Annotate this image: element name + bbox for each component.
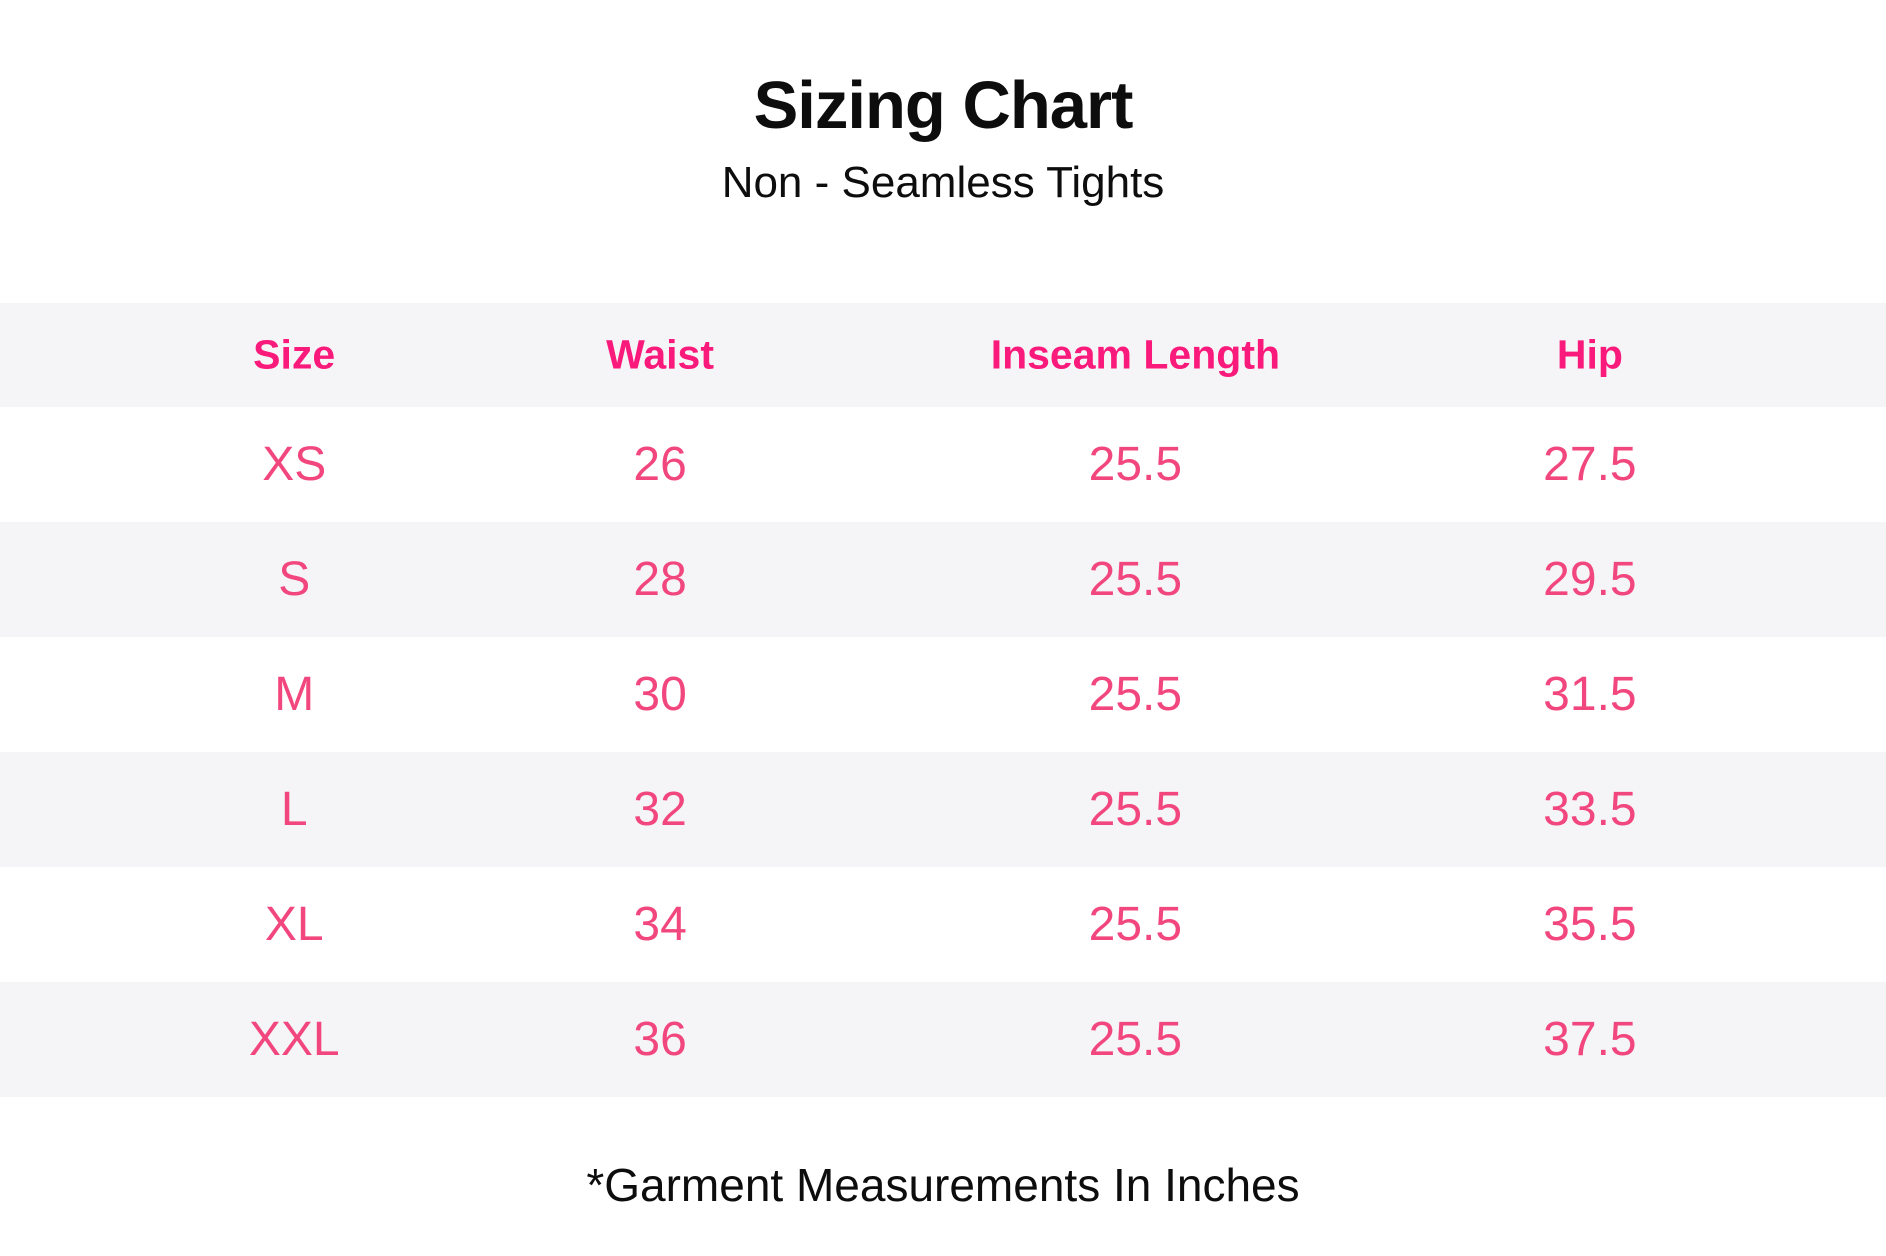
cell-waist: 30 xyxy=(633,667,687,721)
measurement-note: *Garment Measurements In Inches xyxy=(586,1159,1300,1211)
cell-hip: 37.5 xyxy=(1543,1012,1637,1066)
cell-waist: 26 xyxy=(633,437,687,491)
cell-hip: 29.5 xyxy=(1543,552,1637,606)
cell-waist: 32 xyxy=(633,782,687,836)
page-title: Sizing Chart xyxy=(753,68,1134,143)
column-header-waist: Waist xyxy=(606,331,715,378)
cell-waist: 34 xyxy=(633,897,687,951)
sizing-table: Size Waist Inseam Length Hip XS 26 25.5 … xyxy=(0,303,1886,1097)
cell-inseam: 25.5 xyxy=(1088,897,1183,951)
cell-size: XL xyxy=(264,897,324,951)
cell-hip: 27.5 xyxy=(1543,437,1637,491)
column-header-inseam: Inseam Length xyxy=(990,331,1281,378)
cell-size: L xyxy=(280,782,308,836)
cell-waist: 36 xyxy=(633,1012,687,1066)
cell-hip: 33.5 xyxy=(1543,782,1637,836)
table-row-l: L 32 25.5 33.5 xyxy=(0,752,1886,867)
cell-inseam: 25.5 xyxy=(1088,667,1183,721)
cell-size: XXL xyxy=(248,1012,340,1066)
column-header-hip: Hip xyxy=(1556,331,1623,378)
cell-inseam: 25.5 xyxy=(1088,1012,1183,1066)
cell-size: XS xyxy=(262,437,327,491)
cell-size: S xyxy=(278,552,311,606)
cell-inseam: 25.5 xyxy=(1088,782,1183,836)
table-row-xl: XL 34 25.5 35.5 xyxy=(0,867,1886,982)
table-row-xs: XS 26 25.5 27.5 xyxy=(0,407,1886,522)
cell-hip: 35.5 xyxy=(1543,897,1637,951)
table-row-s: S 28 25.5 29.5 xyxy=(0,522,1886,637)
column-header-size: Size xyxy=(253,331,336,378)
page-subtitle: Non - Seamless Tights xyxy=(721,158,1165,207)
table-header-row: Size Waist Inseam Length Hip xyxy=(0,303,1886,407)
cell-inseam: 25.5 xyxy=(1088,437,1183,491)
table-row-m: M 30 25.5 31.5 xyxy=(0,637,1886,752)
cell-waist: 28 xyxy=(633,552,687,606)
cell-size: M xyxy=(274,667,315,721)
cell-inseam: 25.5 xyxy=(1088,552,1183,606)
table-row-xxl: XXL 36 25.5 37.5 xyxy=(0,982,1886,1097)
cell-hip: 31.5 xyxy=(1543,667,1637,721)
